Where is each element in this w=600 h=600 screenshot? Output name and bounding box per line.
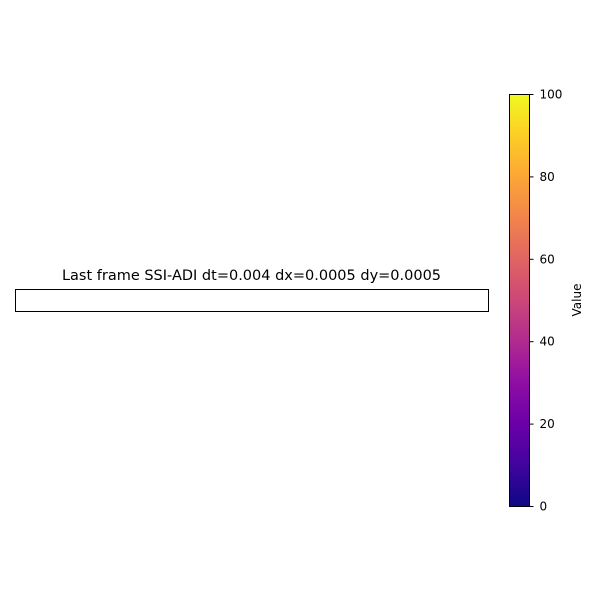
colorbar-tick-label: 40 [540, 335, 555, 349]
heatmap-plot-area [15, 289, 489, 312]
chart-title: Last frame SSI-ADI dt=0.004 dx=0.0005 dy… [62, 268, 441, 284]
colorbar-tick-label: 100 [540, 88, 563, 102]
colorbar-ticks: 0 20 40 60 80 100 [529, 88, 563, 514]
colorbar-tick-label: 60 [540, 252, 555, 266]
colorbar: 0 20 40 60 80 100 Value [509, 88, 584, 514]
colorbar-tick-label: 0 [540, 500, 548, 514]
colorbar-gradient [509, 94, 530, 507]
colorbar-label: Value [570, 284, 584, 317]
colorbar-tick-label: 20 [540, 417, 555, 431]
colorbar-tick-label: 80 [540, 170, 555, 184]
